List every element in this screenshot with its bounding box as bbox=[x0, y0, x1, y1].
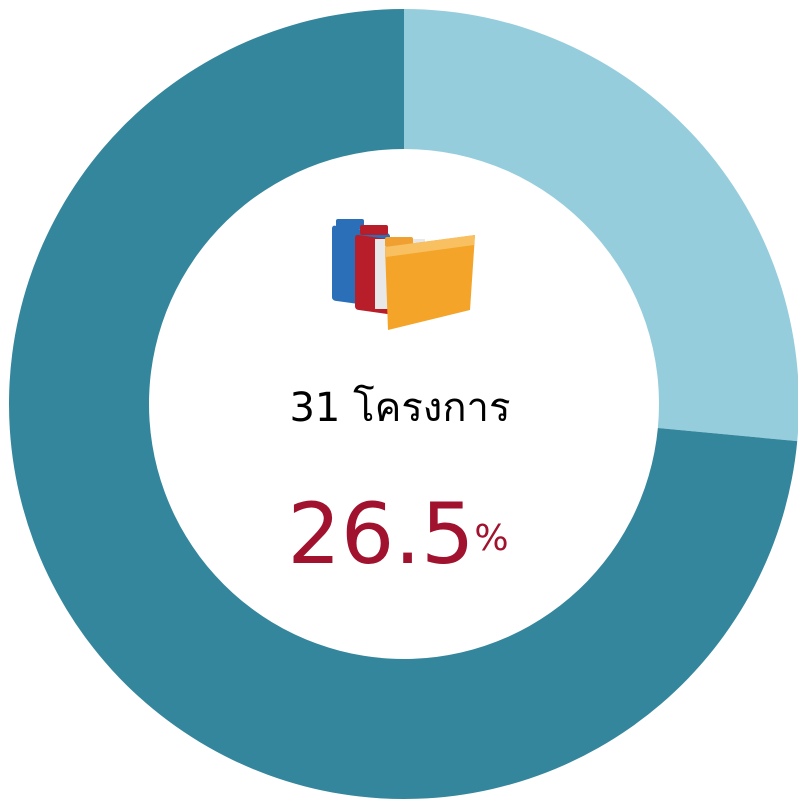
folder-icon bbox=[332, 219, 475, 330]
chart: 31 โครงการ 26.5% bbox=[0, 0, 798, 799]
center-text: 31 โครงการ bbox=[289, 385, 510, 431]
value-label: 26.5% bbox=[287, 485, 508, 583]
donut-segment bbox=[404, 9, 798, 441]
